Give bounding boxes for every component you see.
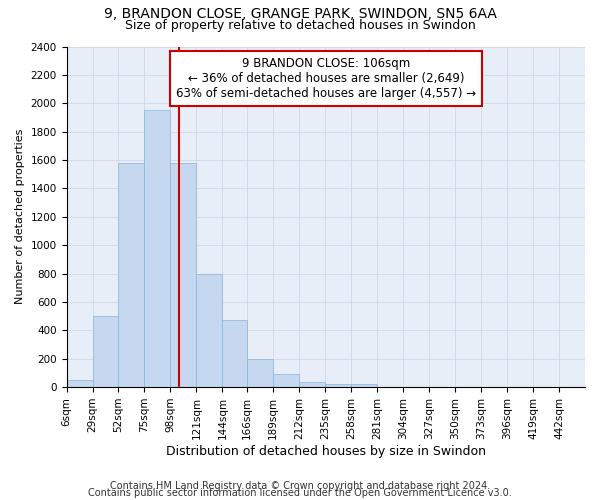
Bar	[145, 110, 170, 387]
Bar	[196, 274, 223, 387]
Text: Size of property relative to detached houses in Swindon: Size of property relative to detached ho…	[125, 18, 475, 32]
Bar	[92, 316, 118, 387]
Y-axis label: Number of detached properties: Number of detached properties	[15, 129, 25, 304]
Text: Contains public sector information licensed under the Open Government Licence v3: Contains public sector information licen…	[88, 488, 512, 498]
Text: 9, BRANDON CLOSE, GRANGE PARK, SWINDON, SN5 6AA: 9, BRANDON CLOSE, GRANGE PARK, SWINDON, …	[104, 8, 496, 22]
Bar	[351, 384, 377, 387]
Text: 9 BRANDON CLOSE: 106sqm
← 36% of detached houses are smaller (2,649)
63% of semi: 9 BRANDON CLOSE: 106sqm ← 36% of detache…	[176, 56, 476, 100]
Text: Contains HM Land Registry data © Crown copyright and database right 2024.: Contains HM Land Registry data © Crown c…	[110, 481, 490, 491]
Bar	[247, 358, 273, 387]
Bar	[170, 163, 196, 387]
Bar	[325, 384, 351, 387]
Bar	[299, 382, 325, 387]
X-axis label: Distribution of detached houses by size in Swindon: Distribution of detached houses by size …	[166, 444, 486, 458]
Bar	[223, 320, 247, 387]
Bar	[67, 380, 92, 387]
Bar	[118, 163, 145, 387]
Bar	[273, 374, 299, 387]
